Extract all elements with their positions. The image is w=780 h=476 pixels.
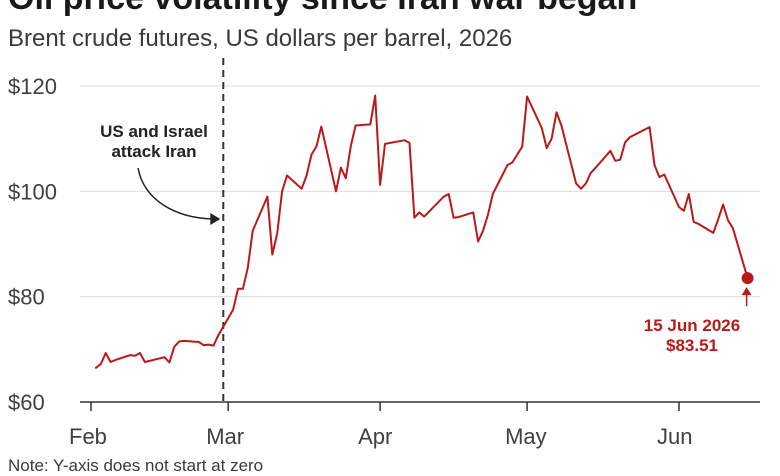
y-tick-label: $120 (8, 74, 57, 99)
chart-note: Note: Y-axis does not start at zero (8, 456, 264, 475)
x-tick-label: Feb (69, 424, 107, 449)
annotation-label: US and Israel (100, 122, 208, 141)
x-tick-label: Jun (657, 424, 692, 449)
x-tick-label: Apr (358, 424, 392, 449)
x-tick-label: Mar (206, 424, 244, 449)
last-point-arrowhead (741, 287, 752, 296)
y-tick-label: $100 (8, 179, 57, 204)
chart-subtitle: Brent crude futures, US dollars per barr… (8, 25, 513, 52)
annotation-arrowhead (210, 213, 221, 225)
chart-title: Oil price volatility since Iran war bega… (8, 0, 637, 18)
last-point-label: $83.51 (666, 336, 718, 355)
y-tick-label: $60 (8, 390, 45, 415)
x-tick-label: May (505, 424, 547, 449)
price-line (94, 94, 749, 369)
annotation-label: attack Iran (111, 142, 196, 161)
y-tick-label: $80 (8, 285, 45, 310)
last-point-marker (741, 272, 754, 285)
annotation-arrow (137, 167, 214, 220)
last-point-label: 15 Jun 2026 (644, 316, 740, 335)
